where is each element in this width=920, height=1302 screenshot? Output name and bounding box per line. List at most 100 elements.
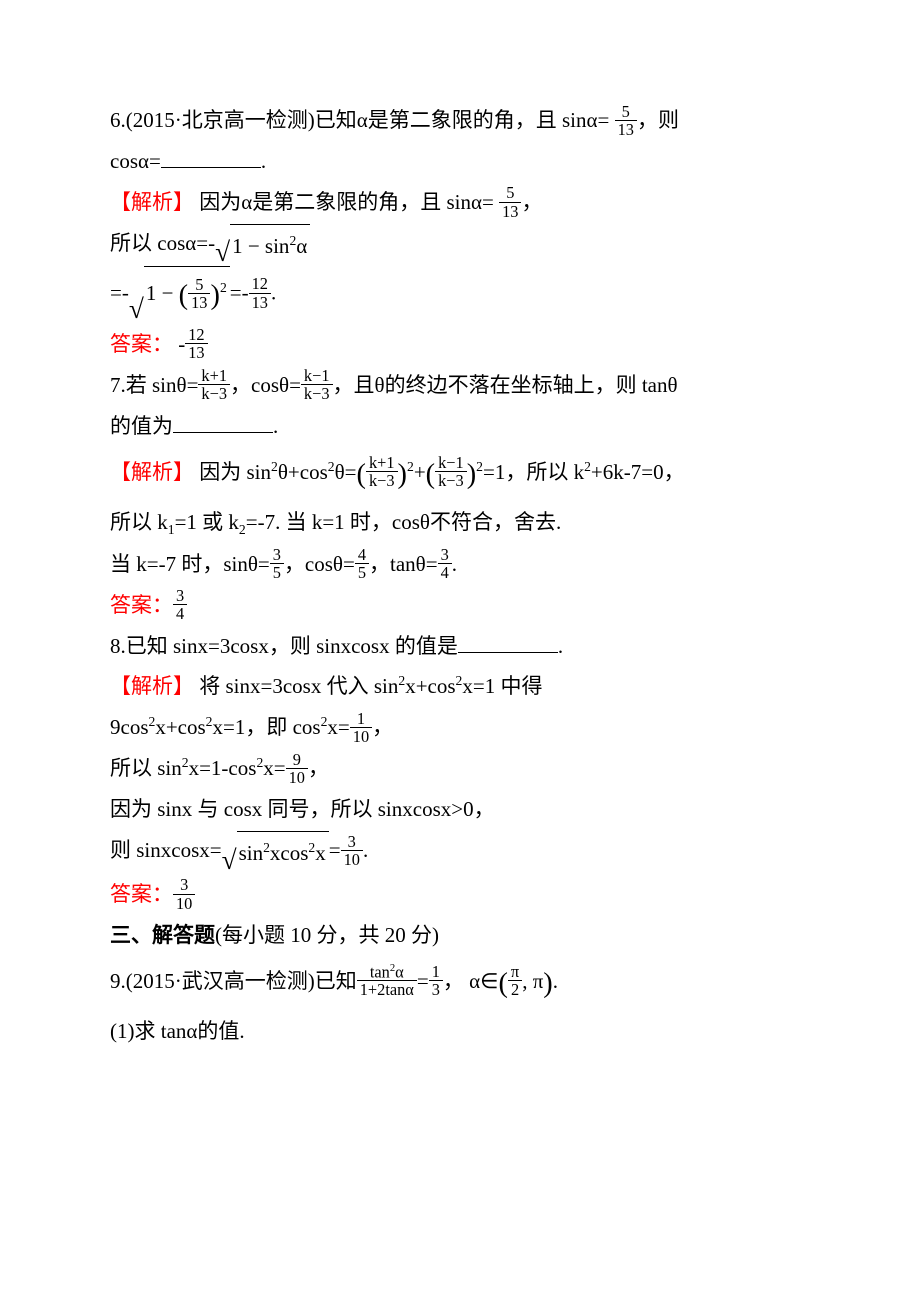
text: x=1，即 cos [213, 715, 321, 739]
answer-label: 答案： [110, 593, 173, 617]
text: 的值为 [110, 414, 173, 438]
num: tan2α [357, 963, 417, 981]
q9-part1: (1)求 tanα的值. [110, 1011, 810, 1052]
text: =-7. 当 k=1 时，cosθ不符合，舍去. [246, 510, 561, 534]
text: x+cos [155, 715, 205, 739]
blank [161, 144, 261, 168]
radical-icon: √ [215, 239, 230, 266]
q8-sol-l3: 所以 sin2x=1-cos2x=910， [110, 748, 810, 789]
frac-5-13: 5 13 [615, 103, 637, 138]
q6-line2: cosα=. [110, 141, 810, 182]
frac: 34 [173, 587, 187, 622]
q8-answer: 答案：310 [110, 874, 810, 915]
neg: - [178, 332, 185, 356]
radicand: sin2xcos2x [237, 831, 329, 874]
text: x=1 中得 [462, 674, 542, 698]
text: ， α∈ [443, 968, 499, 992]
text: 所以 cosα=- [110, 231, 215, 255]
section-info: (每小题 10 分，共 20 分) [215, 923, 439, 947]
text: θ+cos [278, 459, 328, 483]
text: ，tanθ= [369, 552, 438, 576]
q8-line: 8.已知 sinx=3cosx，则 sinxcosx 的值是. [110, 626, 810, 667]
text: 所以 k [110, 510, 168, 534]
text: =1，所以 k [483, 459, 584, 483]
radicand: 1 − (513)2 [144, 266, 230, 323]
text: x=1-cos [189, 756, 257, 780]
text: 当 k=-7 时，sinθ= [110, 552, 270, 576]
frac: 310 [173, 876, 195, 911]
text: ， [521, 190, 542, 214]
document-page: 6.(2015·北京高一检测)已知α是第二象限的角，且 sinα= 5 13 ，… [0, 0, 920, 1302]
text: = [417, 968, 429, 992]
sqrt: √1 − (513)2 [129, 266, 230, 323]
q7-sol-l3: 当 k=-7 时，sinθ=35，cosθ=45，tanθ=34. [110, 544, 810, 585]
text: x= [263, 756, 285, 780]
text: (1)求 tanα的值. [110, 1019, 245, 1043]
frac: 910 [286, 751, 308, 786]
frac: k−1k−3 [435, 454, 467, 489]
text: 所以 sin [110, 756, 182, 780]
frac: k+1k−3 [366, 454, 398, 489]
frac: 34 [438, 546, 452, 581]
frac: tan2α1+2tanα [357, 963, 417, 999]
text: =1 或 k [175, 510, 239, 534]
frac: k−1k−3 [301, 367, 333, 402]
frac: 13 [429, 963, 443, 998]
solution-label: 【解析】 [110, 190, 194, 214]
q6-sol-l2: 所以 cosα=-√1 − sin2α [110, 223, 810, 267]
text: 将 sinx=3cosx 代入 sin [199, 674, 398, 698]
blank [458, 628, 558, 652]
q7-line1: 7.若 sinθ=k+1k−3，cosθ=k−1k−3，且θ的终边不落在坐标轴上… [110, 365, 810, 406]
answer-label: 答案： [110, 882, 173, 906]
solution-label: 【解析】 [110, 674, 194, 698]
text: x+cos [405, 674, 455, 698]
text: x= [327, 715, 349, 739]
text: 7.若 sinθ= [110, 373, 198, 397]
text: θ= [335, 459, 357, 483]
q7-sol-l2: 所以 k1=1 或 k2=-7. 当 k=1 时，cosθ不符合，舍去. [110, 502, 810, 544]
radical-icon: √ [129, 296, 144, 323]
q6-period: . [261, 149, 266, 173]
q7-line2: 的值为. [110, 406, 810, 447]
text: . [553, 968, 558, 992]
q6-sol-l3: =-√1 − (513)2=-1213. [110, 266, 810, 323]
q7-answer: 答案：34 [110, 585, 810, 626]
q8-sol-l5: 则 sinxcosx=√sin2xcos2x=310. [110, 830, 810, 874]
frac-5-13: 513 [188, 276, 210, 311]
q6-sol-l1: 【解析】 因为α是第二象限的角，且 sinα= 5 13 ， [110, 182, 810, 223]
frac: 110 [350, 710, 372, 745]
text: 因为 sinx 与 cosx 同号，所以 sinxcosx>0， [110, 797, 495, 821]
text: . [271, 281, 276, 305]
text: + [414, 459, 426, 483]
radical-icon: √ [222, 847, 237, 874]
frac-12-13: 1213 [185, 326, 207, 361]
text: 9cos [110, 715, 149, 739]
q8-sol-l2: 9cos2x+cos2x=1，即 cos2x=110， [110, 707, 810, 748]
q6-text-b: ，则 [637, 108, 679, 132]
text: 则 sinxcosx= [110, 838, 222, 862]
sqrt: √1 − sin2α [215, 224, 310, 267]
text: 因为 sin [199, 459, 271, 483]
text: ，cosθ= [284, 552, 355, 576]
q6-line1: 6.(2015·北京高一检测)已知α是第二象限的角，且 sinα= 5 13 ，… [110, 100, 810, 141]
blank [173, 409, 273, 433]
text: . [452, 552, 457, 576]
q8-sol-l4: 因为 sinx 与 cosx 同号，所以 sinxcosx>0， [110, 789, 810, 830]
frac: 45 [355, 546, 369, 581]
q9-line1: 9.(2015·武汉高一检测)已知tan2α1+2tanα=13， α∈(π2,… [110, 956, 810, 1011]
frac-5-13: 5 13 [499, 184, 521, 219]
q7-sol-l1: 【解析】 因为 sin2θ+cos2θ=(k+1k−3)2+(k−1k−3)2=… [110, 447, 810, 502]
q6-answer: 答案： -1213 [110, 324, 810, 365]
text: ，且θ的终边不落在坐标轴上，则 tanθ [333, 373, 678, 397]
text: 9.(2015·武汉高一检测)已知 [110, 968, 357, 992]
answer-label: 答案： [110, 332, 173, 356]
text: , π [522, 968, 543, 992]
text: ， [308, 756, 329, 780]
text: =- [110, 281, 129, 305]
text: 因为α是第二象限的角，且 sinα= [199, 190, 494, 214]
frac-12-13: 1213 [249, 275, 271, 310]
q6-text-a: 6.(2015·北京高一检测)已知α是第二象限的角，且 sinα= [110, 108, 609, 132]
frac: π2 [508, 963, 522, 998]
frac: 35 [270, 546, 284, 581]
text: . [558, 634, 563, 658]
